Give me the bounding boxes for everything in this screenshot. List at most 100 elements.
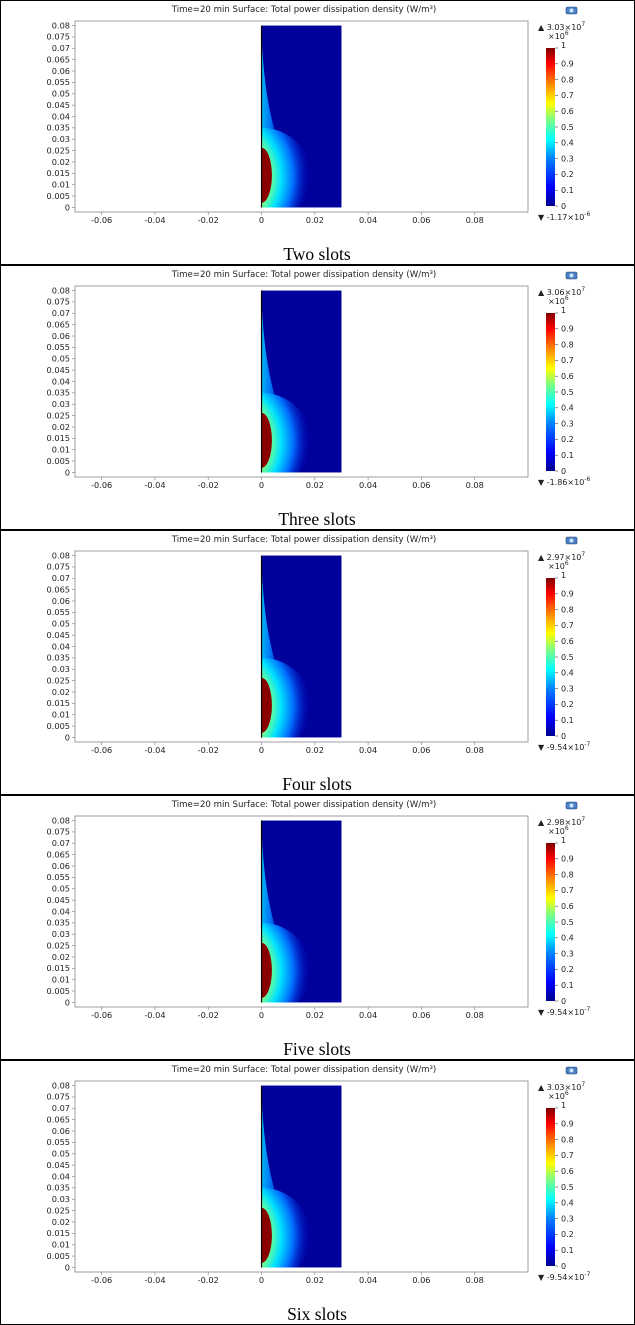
y-tick-label: 0.055 [47,1137,70,1147]
colorbar-max: ▲ 2.97×107 [538,551,585,562]
panel-caption: Three slots [278,509,355,529]
x-tick-label: 0.02 [306,1010,324,1020]
colorbar-min-exponent: -6 [584,476,590,483]
field-hotspot-core [261,1207,272,1263]
x-tick-label: 0.04 [359,1275,377,1285]
colorbar-max: ▲ 3.06×107 [538,286,585,297]
x-tick-label: -0.06 [91,215,112,225]
colorbar-min-exponent: -7 [584,741,590,748]
plot-title: Time=20 min Surface: Total power dissipa… [171,535,437,545]
plot-title: Time=20 min Surface: Total power dissipa… [171,270,437,280]
chart-panel-4: Time=20 min Surface: Total power dissipa… [0,795,635,1060]
colorbar-gradient [546,843,555,1001]
colorbar-min-base: -9.54×10 [544,743,584,752]
y-tick-label: 0.05 [52,1149,70,1159]
chart-panel-2: Time=20 min Surface: Total power dissipa… [0,265,635,530]
y-tick-label: 0.035 [47,1183,70,1193]
colorbar-tick-label: 0.8 [561,605,574,614]
y-tick-label: 0.05 [52,884,70,894]
chart-panel-5: Time=20 min Surface: Total power dissipa… [0,1060,635,1325]
y-tick-label: 0 [65,1262,70,1272]
y-tick-label: 0.07 [52,308,70,318]
y-tick-label: 0.045 [47,365,70,375]
camera-lens [569,8,574,13]
y-tick-label: 0.01 [52,1240,70,1250]
y-tick-label: 0.015 [47,698,70,708]
y-tick-label: 0.07 [52,838,70,848]
colorbar: ▲ 3.03×107×10610.90.80.70.60.50.40.30.20… [538,1081,590,1282]
colorbar-min-base: -1.17×10 [544,213,584,222]
colorbar-max-exponent: 7 [581,21,585,28]
y-tick-label: 0.04 [52,906,70,916]
colorbar-scale-base: ×10 [548,297,565,306]
panel-caption: Two slots [283,244,351,264]
colorbar-min: ▼ -1.86×10-6 [538,476,590,487]
x-tick-label: 0.04 [359,1010,377,1020]
x-tick-label: 0 [259,1010,264,1020]
colorbar-gradient [546,48,555,206]
y-tick-label: 0.02 [52,422,70,432]
colorbar-tick-label: 0 [561,467,566,476]
colorbar-tick-label: 0.8 [561,1135,574,1144]
field-hotspot-halo [261,922,312,1003]
colorbar-tick-label: 0 [561,202,566,211]
y-tick-label: 0.075 [47,827,70,837]
colorbar-tick-label: 1 [561,1101,566,1110]
y-tick-label: 0 [65,202,70,212]
camera-lens [569,1068,574,1073]
colorbar-max: ▲ 3.03×107 [538,1081,585,1092]
colorbar-max-base: 2.97×10 [544,553,581,562]
colorbar-tick-label: 0.5 [561,1183,574,1192]
plot-title: Time=20 min Surface: Total power dissipa… [171,5,437,15]
x-tick-label: -0.04 [144,1275,165,1285]
x-tick-label: -0.06 [91,1010,112,1020]
colorbar-min: ▼ -9.54×10-7 [538,1006,590,1017]
x-tick-label: 0.06 [412,1275,430,1285]
colorbar-min-base: -1.86×10 [544,478,584,487]
colorbar-scale-base: ×10 [548,562,565,571]
colorbar-tick-label: 0.3 [561,684,574,693]
colorbar-scale-base: ×10 [548,827,565,836]
colorbar-tick-label: 0 [561,732,566,741]
colorbar-tick-label: 0.5 [561,388,574,397]
domain-field [260,25,342,208]
camera-icon [565,6,578,15]
colorbar-tick-label: 0.9 [561,1120,574,1129]
x-tick-label: -0.06 [91,1275,112,1285]
y-tick-label: 0.07 [52,43,70,53]
x-tick-label: -0.02 [198,1010,219,1020]
colorbar-tick-label: 0.2 [561,700,574,709]
y-tick-label: 0.06 [52,331,70,341]
colorbar-min-base: -9.54×10 [544,1008,584,1017]
colorbar-min-marker: ▼ [538,743,545,752]
y-tick-label: 0.025 [47,1205,70,1215]
x-tick-label: 0.06 [412,745,430,755]
colorbar-scale: ×106 [548,560,569,571]
colorbar-min-marker: ▼ [538,1008,545,1017]
x-tick-label: 0.08 [466,1275,484,1285]
y-tick-label: 0.005 [47,721,70,731]
y-tick-label: 0 [65,732,70,742]
colorbar-tick-label: 0.9 [561,590,574,599]
y-tick-label: 0.06 [52,596,70,606]
colorbar-tick-label: 0.5 [561,918,574,927]
colorbar-tick-label: 0.7 [561,91,574,100]
y-tick-label: 0.01 [52,710,70,720]
field-hotspot-halo [261,1187,312,1268]
chart-panel-1: Time=20 min Surface: Total power dissipa… [0,0,635,265]
colorbar-tick-label: 0.9 [561,325,574,334]
y-tick-label: 0.025 [47,940,70,950]
x-tick-label: -0.04 [144,745,165,755]
colorbar-scale-exponent: 6 [565,560,569,567]
y-tick-label: 0.055 [47,607,70,617]
x-tick-label: -0.02 [198,215,219,225]
colorbar-tick-label: 0.9 [561,60,574,69]
y-tick-label: 0.08 [52,1080,70,1090]
colorbar-max-exponent: 7 [581,551,585,558]
y-tick-label: 0.065 [47,1114,70,1124]
field-hotspot-core [261,412,272,468]
camera-icon [565,1066,578,1075]
colorbar-tick-label: 0.4 [561,934,574,943]
y-tick-label: 0.015 [47,963,70,973]
